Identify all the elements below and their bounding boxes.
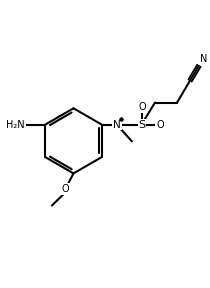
Text: N: N	[201, 54, 208, 65]
Text: S: S	[138, 120, 146, 130]
Text: O: O	[138, 102, 146, 112]
Text: H₂N: H₂N	[6, 120, 25, 130]
Text: N: N	[113, 120, 121, 130]
Text: O: O	[62, 184, 69, 194]
Text: O: O	[156, 120, 164, 130]
